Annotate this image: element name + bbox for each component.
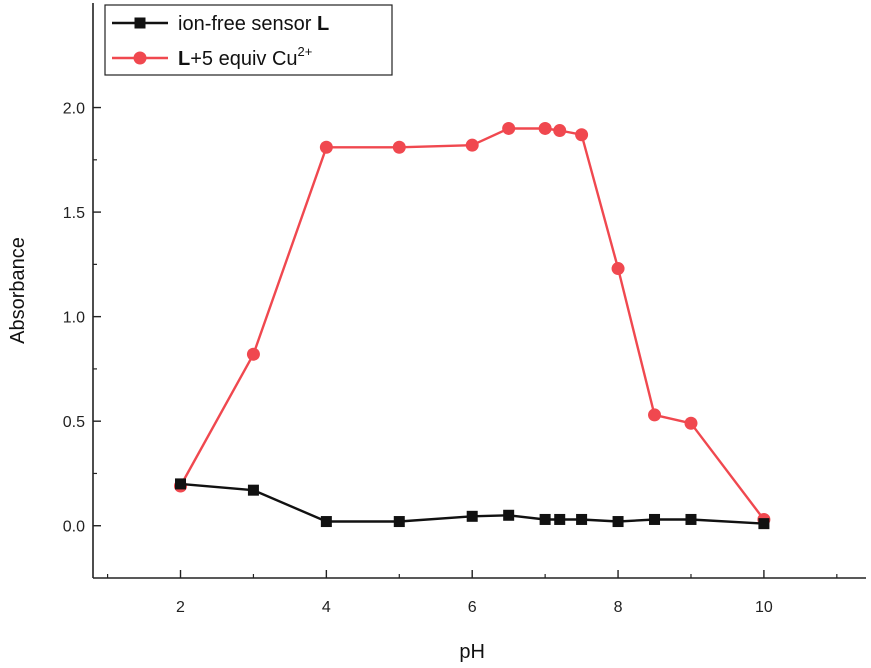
data-point [246, 347, 260, 361]
legend-box [104, 4, 393, 76]
data-point [553, 124, 567, 138]
data-point [175, 478, 187, 490]
x-tick-label: 6 [468, 599, 477, 616]
legend-label: ion-free sensor L [178, 13, 329, 35]
y-tick-label: 0.5 [63, 414, 85, 431]
series-cu [174, 121, 771, 526]
legend-swatch-marker [134, 17, 146, 29]
data-point [392, 140, 406, 154]
y-tick-label: 0.0 [63, 519, 85, 536]
x-axis-title: pH [459, 641, 485, 663]
x-tick-label: 10 [755, 599, 773, 616]
plot-area [174, 121, 771, 530]
data-point [502, 121, 516, 135]
data-point [503, 509, 515, 521]
data-point [319, 140, 333, 154]
data-point [554, 513, 566, 525]
series-ion-free [175, 478, 770, 530]
axes: 0.0 0.5 1.0 1.5 2.0 2 4 6 8 10 [63, 3, 866, 616]
legend: ion-free sensor L L+5 equiv Cu2+ [104, 4, 393, 76]
y-tick-label: 1.5 [63, 205, 85, 222]
data-point [575, 128, 589, 142]
data-point [685, 513, 697, 525]
data-point [393, 516, 405, 528]
data-point [538, 121, 552, 135]
y-tick-label: 2.0 [63, 101, 85, 118]
data-point [649, 513, 661, 525]
y-tick-label: 1.0 [63, 310, 85, 327]
data-point [320, 516, 332, 528]
data-point [611, 262, 625, 276]
series-line [179, 127, 765, 521]
data-point [576, 513, 588, 525]
data-point [758, 518, 770, 530]
legend-label: L+5 equiv Cu2+ [178, 44, 312, 70]
data-point [539, 513, 551, 525]
x-tick-label: 4 [322, 599, 331, 616]
data-point [684, 416, 698, 430]
data-point [466, 510, 478, 522]
data-point [648, 408, 662, 422]
legend-swatch-marker [133, 51, 147, 65]
data-point [247, 484, 259, 496]
x-tick-label: 8 [614, 599, 623, 616]
x-tick-label: 2 [176, 599, 185, 616]
data-point [612, 516, 624, 528]
data-point [465, 138, 479, 152]
y-axis-title: Absorbance [7, 237, 29, 344]
